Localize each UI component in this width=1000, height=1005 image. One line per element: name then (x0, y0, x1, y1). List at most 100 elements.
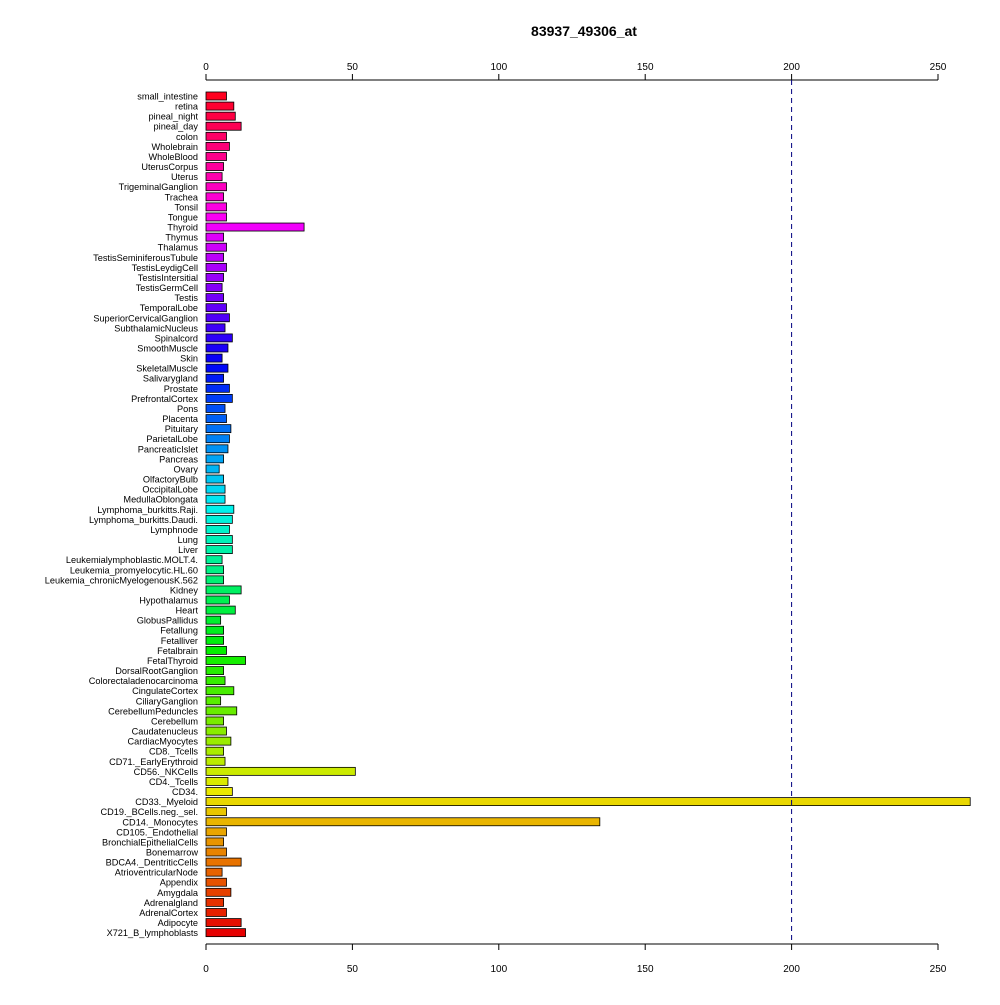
category-label: Thyroid (167, 223, 198, 233)
bar (205, 313, 230, 323)
category-label: OccipitalLobe (142, 485, 198, 495)
bar (205, 484, 226, 494)
bar (205, 706, 238, 716)
tick-label: 100 (490, 964, 507, 975)
tick-label: 200 (783, 964, 800, 975)
category-label: Lymphoma_burkitts.Daudi. (89, 515, 198, 525)
category-label: TemporalLobe (140, 303, 198, 313)
category-label: Lymphoma_burkitts.Raji. (97, 505, 198, 515)
category-label: ParietalLobe (146, 434, 198, 444)
bar (205, 464, 220, 474)
category-label: SubthalamicNucleus (114, 323, 198, 333)
category-label: Wholebrain (152, 142, 198, 152)
category-label: Pituitary (165, 424, 199, 434)
bar (205, 605, 236, 615)
bar (205, 817, 601, 827)
bar (205, 323, 226, 333)
bar (205, 766, 356, 776)
tick-label: 0 (203, 964, 209, 975)
category-label: Pancreas (159, 454, 198, 464)
category-label: Testis (175, 293, 199, 303)
category-label: WholeBlood (148, 152, 198, 162)
top-axis: 0 50 100 150 200 250 (203, 62, 947, 81)
bar (205, 383, 230, 393)
bar (205, 857, 242, 867)
bar (205, 928, 246, 938)
bar (205, 847, 227, 857)
tick-label: 200 (783, 62, 800, 73)
bar (205, 787, 233, 796)
bar (205, 404, 226, 413)
category-label: CiliaryGanglion (136, 696, 198, 706)
category-label: BronchialEpithelialCells (102, 837, 198, 847)
category-labels: small_intestineretinapineal_nightpineal_… (45, 92, 199, 939)
category-label: TrigeminalGanglion (119, 182, 198, 192)
category-label: Thymus (165, 233, 198, 243)
category-label: Leukemia_promyelocytic.HL.60 (70, 565, 198, 575)
bar (205, 162, 224, 171)
bar (205, 514, 233, 524)
category-label: CD34. (172, 787, 198, 797)
category-label: Tonsil (175, 202, 199, 212)
bar (205, 837, 224, 847)
category-label: Placenta (162, 414, 199, 424)
bar (205, 182, 227, 192)
category-label: CD33._Myeloid (135, 797, 198, 807)
category-label: PrefrontalCortex (131, 394, 198, 404)
category-label: Amygdala (157, 888, 199, 898)
bar (205, 736, 232, 746)
category-label: UterusCorpus (141, 162, 198, 172)
category-label: Kidney (170, 585, 198, 595)
bar (205, 777, 229, 786)
category-label: Appendix (160, 878, 199, 888)
bottom-axis: 0 50 100 150 200 250 (203, 943, 947, 975)
category-label: Leukemialymphoblastic.MOLT.4. (66, 555, 198, 565)
category-label: FetalThyroid (147, 656, 198, 666)
bar (205, 615, 222, 625)
category-label: pineal_day (154, 122, 199, 132)
category-label: TestisLeydigCell (132, 263, 198, 273)
bars (205, 91, 971, 938)
bar (205, 283, 223, 292)
category-label: Adrenalgland (144, 898, 198, 908)
bar (205, 525, 230, 534)
category-label: Lymphnode (150, 525, 198, 535)
bar (205, 908, 227, 917)
category-label: Tongue (168, 212, 198, 222)
category-label: Bonemarrow (146, 848, 198, 858)
bar (205, 293, 224, 303)
bar (205, 111, 236, 121)
category-label: Caudatenucleus (132, 727, 199, 737)
category-label: CD14._Monocytes (122, 817, 198, 827)
bar (205, 797, 971, 806)
category-label: colon (176, 132, 198, 142)
bar (205, 635, 224, 645)
bar (205, 454, 224, 464)
category-label: small_intestine (137, 92, 198, 102)
bar (205, 414, 227, 423)
bar (205, 273, 224, 282)
bar (205, 716, 224, 726)
bar (205, 141, 230, 151)
category-label: TestisIntersitial (138, 273, 198, 283)
bar (205, 212, 227, 222)
category-label: Fetalbrain (157, 646, 198, 656)
bar (205, 333, 233, 343)
tick-label: 50 (347, 964, 359, 975)
category-label: Spinalcord (155, 333, 198, 343)
category-label: Liver (178, 545, 198, 555)
category-label: GlobusPallidus (137, 616, 199, 626)
bar (205, 152, 227, 161)
category-label: CD105._Endothelial (116, 827, 198, 837)
category-label: Trachea (165, 192, 199, 202)
category-label: retina (175, 102, 199, 112)
category-label: TestisGermCell (136, 283, 198, 293)
bar (205, 434, 230, 444)
bar (205, 91, 227, 101)
category-label: MedullaOblongata (123, 495, 198, 505)
bar (205, 746, 224, 756)
bar (205, 827, 227, 837)
category-label: Ovary (173, 464, 198, 474)
category-label: Adipocyte (158, 918, 198, 928)
bar (205, 424, 232, 434)
